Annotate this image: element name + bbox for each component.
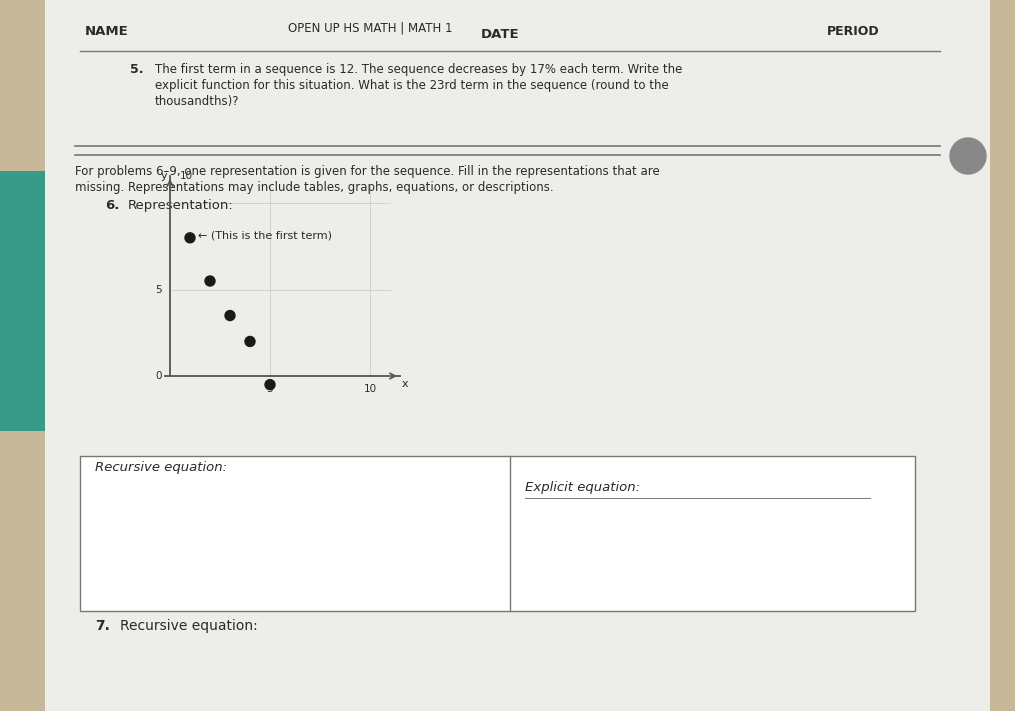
Text: Explicit equation:: Explicit equation: [525,481,640,494]
Text: Recursive equation:: Recursive equation: [95,461,227,474]
FancyBboxPatch shape [0,171,45,431]
Text: Representation:: Representation: [128,199,233,212]
Text: explicit function for this situation. What is the 23rd term in the sequence (rou: explicit function for this situation. Wh… [155,79,669,92]
Text: y: y [160,171,167,181]
Circle shape [205,276,215,286]
Circle shape [950,138,986,174]
Text: 7.: 7. [95,619,110,633]
FancyBboxPatch shape [80,456,915,611]
Text: For problems 6–9, one representation is given for the sequence. Fill in the repr: For problems 6–9, one representation is … [75,165,660,178]
FancyBboxPatch shape [45,0,990,711]
Circle shape [225,311,235,321]
Text: 10: 10 [363,384,377,394]
Text: ← (This is the first term): ← (This is the first term) [198,231,332,241]
Text: 5: 5 [155,284,162,294]
Circle shape [265,380,275,390]
Text: PERIOD: PERIOD [827,25,880,38]
Text: 10: 10 [180,171,193,181]
Text: x: x [402,379,409,389]
Text: DATE: DATE [481,28,520,41]
Text: missing. Representations may include tables, graphs, equations, or descriptions.: missing. Representations may include tab… [75,181,553,194]
Circle shape [245,336,255,346]
Text: 5.: 5. [130,63,143,76]
Text: OPEN UP HS MATH | MATH 1: OPEN UP HS MATH | MATH 1 [287,21,453,34]
Text: thousandths)?: thousandths)? [155,95,240,108]
Text: Recursive equation:: Recursive equation: [120,619,258,633]
Text: 0: 0 [155,371,162,381]
Circle shape [185,232,195,243]
Text: The first term in a sequence is 12. The sequence decreases by 17% each term. Wri: The first term in a sequence is 12. The … [155,63,682,76]
Text: 6.: 6. [105,199,120,212]
Text: NAME: NAME [85,25,129,38]
Text: 5: 5 [267,384,273,394]
